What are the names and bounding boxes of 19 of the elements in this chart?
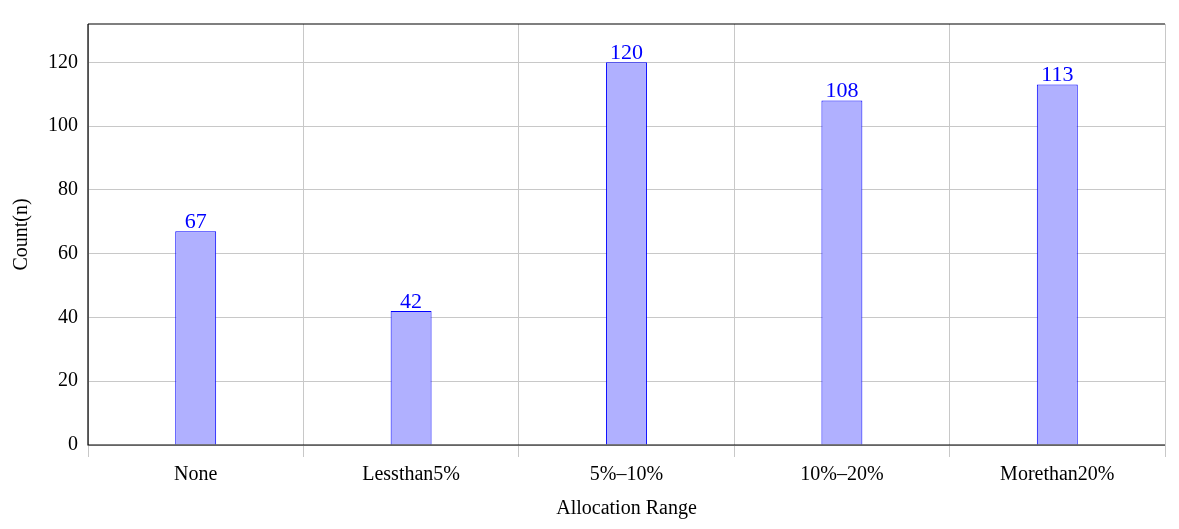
x-tick-label: Morethan20% — [1000, 462, 1115, 485]
y-tick-label: 60 — [58, 240, 78, 263]
x-tick-label: Lessthan5% — [362, 462, 460, 485]
data-label: 67 — [184, 208, 207, 234]
y-tick-label: 40 — [58, 304, 78, 327]
data-label: 113 — [1041, 61, 1074, 87]
y-tick-label: 20 — [58, 368, 78, 391]
x-tick-label: None — [174, 462, 218, 485]
data-label: 108 — [825, 77, 859, 103]
y-axis-title: Count(n) — [9, 198, 33, 271]
x-tick-label: 5%–10% — [589, 462, 664, 485]
data-label: 42 — [400, 287, 423, 313]
data-label: 120 — [610, 39, 643, 65]
x-axis-title: Allocation Range — [556, 496, 697, 520]
y-tick-label: 100 — [48, 113, 78, 136]
x-tick-label: 10%–20% — [800, 462, 884, 485]
y-tick-label: 0 — [68, 432, 78, 455]
y-tick-label: 80 — [58, 177, 78, 200]
y-tick-label: 120 — [48, 49, 78, 72]
